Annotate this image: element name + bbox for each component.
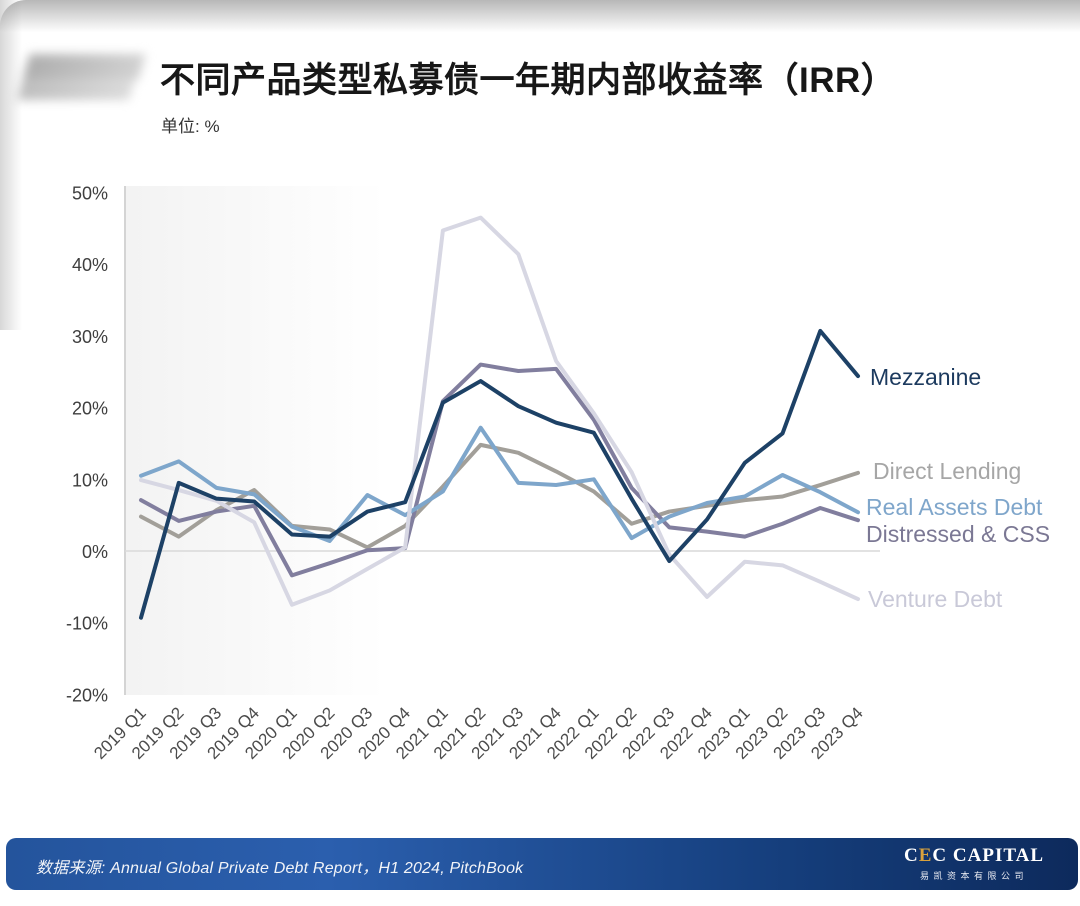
cec-logo-wordmark: CEC CAPITAL — [904, 845, 1044, 867]
series-line-real-assets-debt — [139, 425, 860, 543]
page-title: 不同产品类型私募债一年期内部收益率（IRR） — [160, 61, 897, 100]
cec-logo-letter: C — [904, 845, 919, 866]
y-tick-label: 20% — [72, 399, 108, 419]
y-tick-label: -10% — [66, 614, 108, 634]
series-line-distressed-css — [139, 362, 860, 578]
unit-label: 单位: % — [161, 117, 220, 136]
y-tick-label: -20% — [66, 685, 108, 705]
top-edge-shade — [0, 0, 1080, 38]
data-source-text: 数据来源: Annual Global Private Debt Report，… — [36, 860, 524, 877]
y-tick-label: 10% — [72, 470, 108, 490]
series-label-direct-lending: Direct Lending — [873, 458, 1022, 484]
y-tick-label: 30% — [72, 327, 108, 347]
series-line-venture-debt — [139, 215, 860, 607]
y-tick-label: 0% — [82, 542, 108, 562]
y-tick-label: 40% — [72, 255, 108, 275]
cec-capital-logo: CEC CAPITAL 易凯资本有限公司 — [904, 845, 1044, 882]
footer-bar: 数据来源: Annual Global Private Debt Report，… — [6, 838, 1078, 890]
series-label-venture-debt: Venture Debt — [868, 586, 1003, 612]
series-label-mezzanine: Mezzanine — [870, 364, 982, 390]
series-line-mezzanine — [139, 328, 860, 620]
cec-logo-letters: C CAPITAL — [932, 845, 1044, 866]
y-tick-label: 50% — [72, 184, 108, 204]
cec-logo-chinese-name: 易凯资本有限公司 — [919, 871, 1028, 881]
cec-logo-letter-gold: E — [918, 845, 933, 866]
series-line-direct-lending — [139, 442, 860, 550]
left-edge-shade — [0, 0, 22, 330]
series-label-distressed-css: Distressed & CSS — [866, 521, 1051, 547]
series-label-real-assets-debt: Real Assets Debt — [866, 494, 1043, 520]
